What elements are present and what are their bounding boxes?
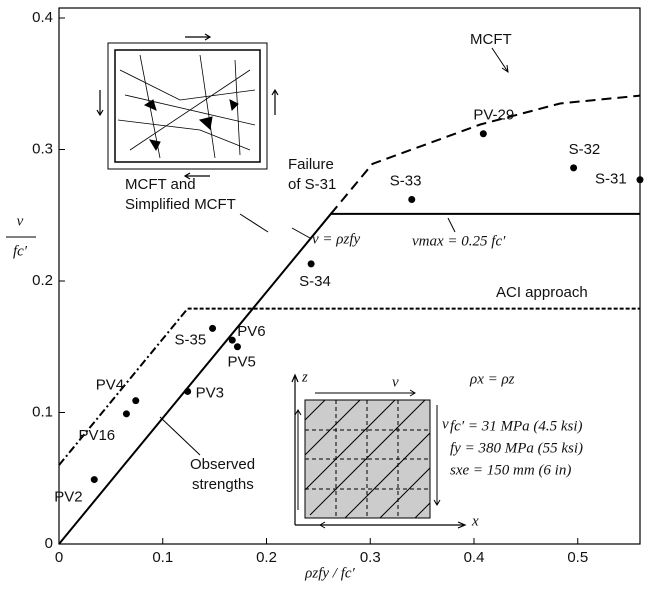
point-label: PV-29 [473, 107, 514, 124]
point-label: PV3 [196, 384, 224, 401]
y-tick-label: 0.1 [32, 403, 53, 420]
inset-property: fy = 380 MPa (55 ksi) [450, 440, 583, 456]
inset-axis: x [471, 513, 479, 529]
x-tick-label: 0.2 [256, 549, 277, 566]
element-inset [292, 375, 465, 528]
x-tick-label: 0 [55, 549, 63, 566]
x-tick-label: 0.1 [152, 549, 173, 566]
series-label: MCFT [470, 31, 512, 48]
point-label: PV5 [227, 354, 255, 371]
arrow [492, 48, 508, 72]
point-label: S-32 [569, 141, 601, 158]
y-tick-label: 0.4 [32, 9, 53, 26]
point-label: PV2 [54, 489, 82, 506]
annotation: Failure [288, 156, 334, 173]
data-point [308, 260, 315, 267]
arrow [292, 228, 310, 238]
data-point [234, 343, 241, 350]
inset-shear: v [442, 416, 449, 432]
inset-property: fc′ = 31 MPa (4.5 ksi) [450, 418, 583, 434]
annotation: strengths [192, 476, 254, 493]
chart: 0 0.1 0.2 0.3 0.4 0.5 0 0.1 0.2 0.3 0.4 ρzfy / fc′ v… [0, 0, 647, 590]
y-axis-label: v [17, 213, 24, 229]
inset-axis: z [301, 369, 308, 385]
point-label: PV6 [237, 323, 265, 340]
x-tick-label: 0.3 [360, 549, 381, 566]
inset-shear: v [392, 374, 399, 390]
point-label: PV4 [96, 377, 124, 394]
y-tick-label: 0.3 [32, 140, 53, 157]
point-label: S-31 [595, 171, 627, 188]
x-axis-label: ρzfy / fc′ [304, 565, 355, 581]
data-point [184, 388, 191, 395]
data-point [91, 476, 98, 483]
annotation: v = ρzfy [312, 231, 360, 247]
arrow [448, 218, 455, 232]
point-label: PV16 [78, 427, 115, 444]
inset-property: sxe = 150 mm (6 in) [450, 462, 571, 478]
arrow [160, 417, 200, 455]
data-point [123, 410, 130, 417]
data-point [229, 337, 236, 344]
series-label: ACI approach [496, 284, 588, 301]
data-point [570, 164, 577, 171]
failure-inset [97, 34, 278, 179]
annotation: MCFT and [125, 176, 196, 193]
x-tick-label: 0.4 [464, 549, 485, 566]
point-label: S-33 [390, 172, 422, 189]
y-tick-label: 0 [45, 535, 53, 552]
data-point [637, 176, 644, 183]
data-point [480, 130, 487, 137]
y-axis-label: fc′ [13, 243, 28, 259]
arrow [240, 214, 268, 232]
point-label: S-34 [299, 273, 331, 290]
inset-property: ρx = ρz [469, 371, 515, 387]
x-tick-label: 0.5 [567, 549, 588, 566]
annotation: vmax = 0.25 fc′ [412, 233, 506, 249]
data-point [132, 397, 139, 404]
point-label: S-35 [175, 331, 207, 348]
data-point [209, 325, 216, 332]
data-point [408, 196, 415, 203]
annotation: of S-31 [288, 176, 336, 193]
y-tick-label: 0.2 [32, 272, 53, 289]
annotation: Observed [190, 456, 255, 473]
annotation: Simplified MCFT [125, 196, 236, 213]
